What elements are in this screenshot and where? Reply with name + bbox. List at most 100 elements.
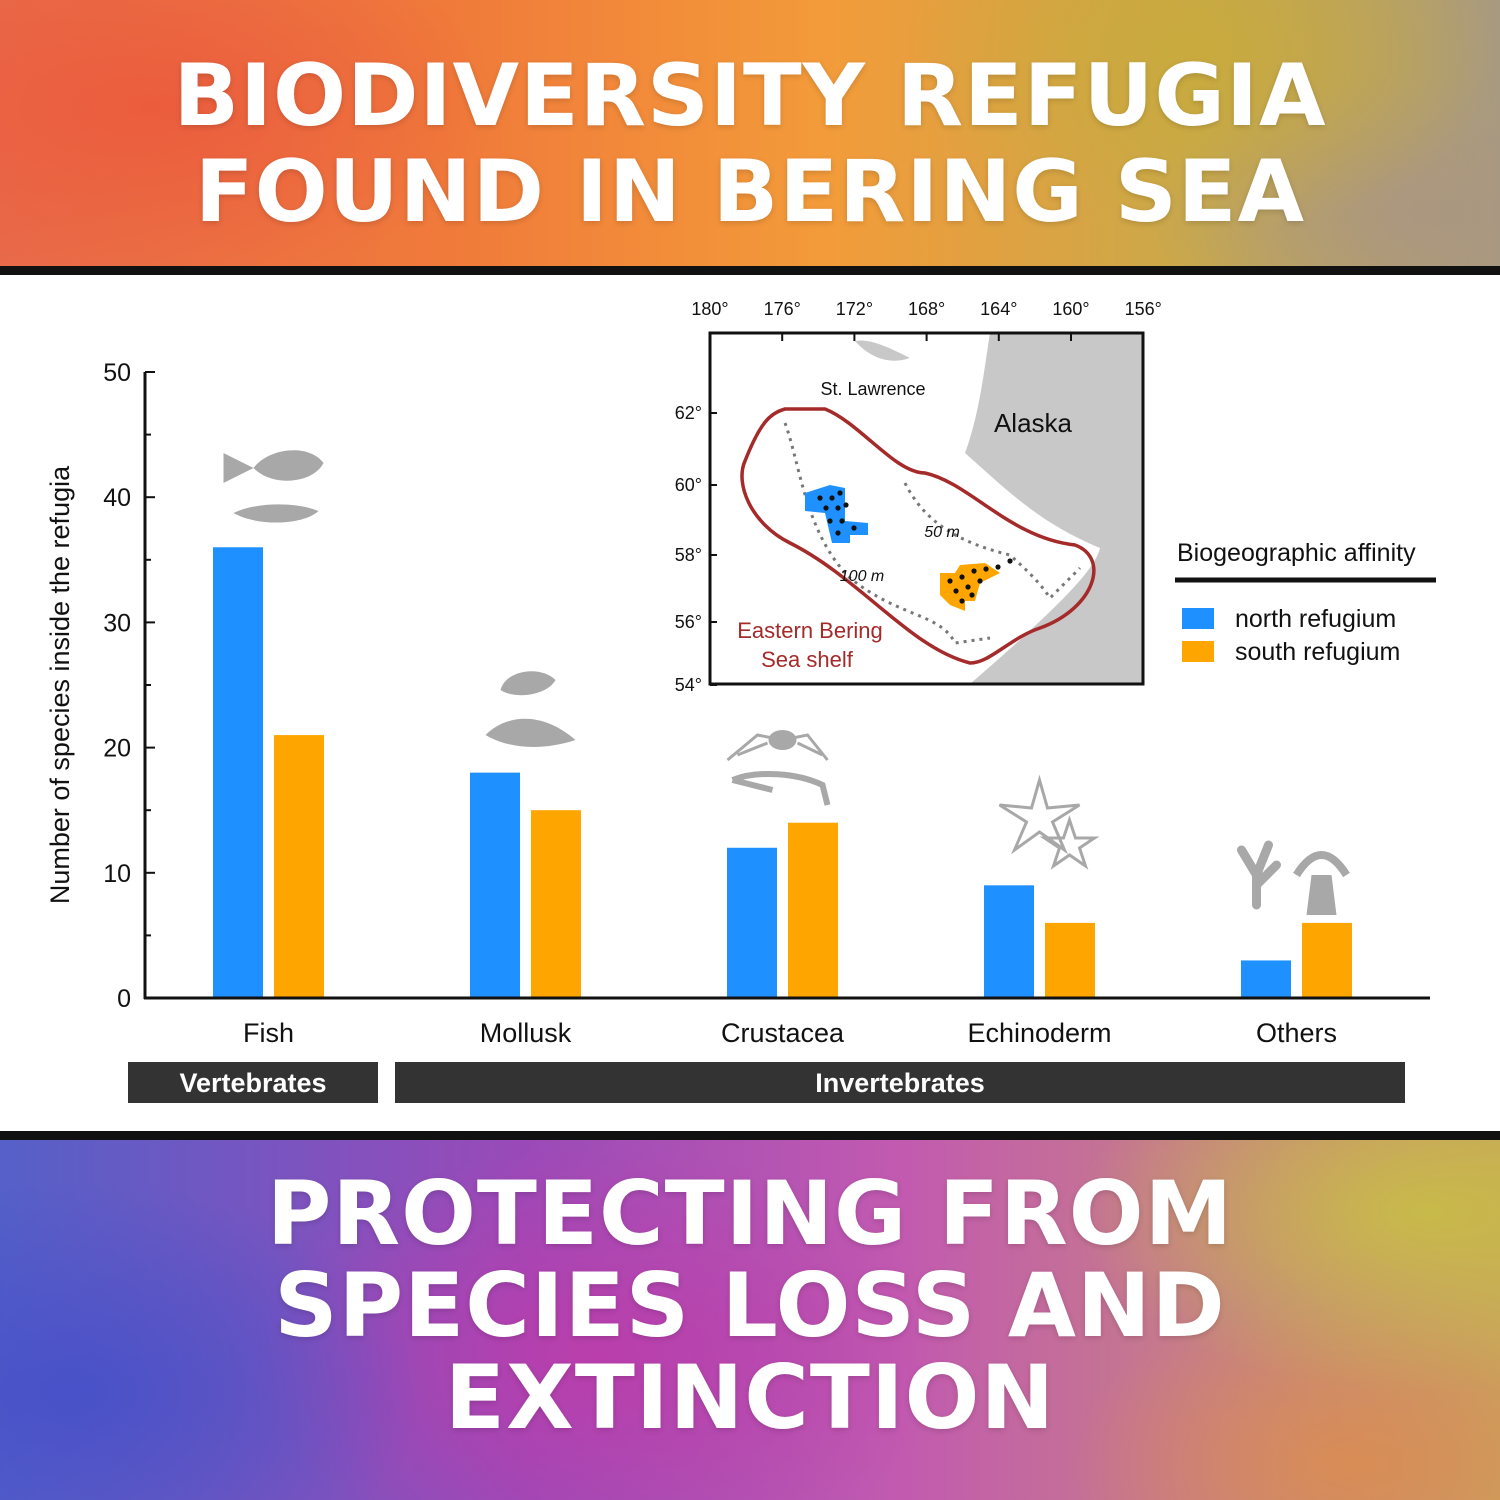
lon-tick-label: 164°: [980, 299, 1017, 319]
bar-echinoderm-south: [1045, 922, 1095, 998]
isobath-50m: [903, 482, 1082, 601]
bottom-headline-line-3: EXTINCTION: [444, 1346, 1056, 1449]
map-label-shelf-2: Sea shelf: [761, 647, 854, 672]
group-bar-invertebrates: [395, 1062, 1405, 1103]
survey-dot: [829, 495, 835, 501]
bar-echinoderm-north: [984, 885, 1034, 998]
top-headline-line-2: FOUND IN BERING SEA: [194, 142, 1306, 242]
bottom-banner: [0, 1140, 1500, 1500]
crab-icon: [726, 730, 831, 806]
isobath-100m: [783, 422, 991, 645]
starfish-shape: [1039, 815, 1100, 870]
survey-dot: [1007, 558, 1013, 564]
x-tick-label: Mollusk: [480, 1018, 572, 1048]
survey-dot: [965, 584, 971, 590]
survey-dot: [817, 495, 823, 501]
bar-mollusk-north: [470, 772, 520, 998]
bar-others-south: [1302, 922, 1352, 998]
survey-dot: [835, 505, 841, 511]
lon-tick-label: 176°: [764, 299, 801, 319]
anemone-tentacles: [1293, 851, 1350, 878]
group-label: Vertebrates: [179, 1068, 326, 1098]
survey-dot: [953, 588, 959, 594]
top-headline: BIODIVERSITY REFUGIA FOUND IN BERING SEA: [0, 48, 1500, 240]
crab-legs: [726, 733, 829, 762]
starfish-icon: [998, 774, 1100, 870]
legend-title: Biogeographic affinity: [1177, 539, 1416, 567]
survey-dot: [959, 574, 965, 580]
map-label-st-lawrence: St. Lawrence: [820, 379, 925, 399]
bottom-headline-line-2: SPECIES LOSS AND: [274, 1254, 1226, 1357]
survey-dot: [959, 598, 965, 604]
survey-dot: [995, 564, 1001, 570]
legend: Biogeographic affinity north refugium sout…: [1175, 539, 1436, 666]
y-tick-label: 0: [117, 985, 131, 1013]
x-tick-label: Fish: [243, 1018, 294, 1048]
biodiversity-chart: 0 10 20 30 40 50 Number of species inside the …: [45, 299, 1436, 1103]
lon-tick-label: 172°: [836, 299, 873, 319]
survey-dot: [971, 568, 977, 574]
group-bars-layer: Vertebrates Invertebrates: [128, 1062, 1405, 1103]
shell-shape: [485, 718, 576, 747]
lon-tick-label: 180°: [691, 299, 728, 319]
bar-fish-south: [274, 735, 324, 998]
survey-dot: [977, 578, 983, 584]
shell-shape: [500, 671, 556, 696]
y-axis-label: Number of species inside the refugia: [45, 465, 75, 904]
inset-map: 180° 176° 172° 168° 164° 160° 156° 62° 60° 58° 56°…: [675, 299, 1162, 695]
shelf-outline: [740, 407, 1096, 665]
map-label-alaska: Alaska: [994, 408, 1073, 438]
group-bar-vertebrates: [128, 1062, 378, 1103]
anemone-shape: [1306, 875, 1337, 915]
bar-others-north: [1241, 960, 1291, 998]
icons-layer: [223, 450, 1350, 915]
coral-shape: [1237, 840, 1281, 910]
x-tick-label: Echinoderm: [967, 1018, 1111, 1048]
bar-crustacea-north: [727, 847, 777, 998]
survey-dot: [947, 578, 953, 584]
fish-shape: [223, 450, 324, 483]
lon-tick-label: 168°: [908, 299, 945, 319]
bar-mollusk-south: [531, 810, 581, 998]
group-label: Invertebrates: [815, 1068, 985, 1098]
top-divider: [0, 266, 1500, 275]
survey-dot: [851, 525, 857, 531]
bottom-headline: PROTECTING FROM SPECIES LOSS AND EXTINCT…: [0, 1168, 1500, 1444]
shell-icon: [485, 671, 576, 747]
bottom-headline-line-1: PROTECTING FROM: [266, 1162, 1234, 1265]
top-banner: [0, 0, 1500, 266]
bar-crustacea-south: [788, 822, 838, 998]
fish-shape: [233, 504, 319, 523]
lat-tick-label: 54°: [675, 675, 702, 695]
x-tick-label: Others: [1256, 1018, 1337, 1048]
y-tick-label: 50: [103, 359, 131, 387]
map-label-isobath-50: 50 m: [924, 524, 960, 541]
legend-swatch-north: [1182, 608, 1214, 629]
map-label-shelf-1: Eastern Bering: [737, 618, 883, 643]
survey-dot: [983, 566, 989, 572]
lat-tick-label: 60°: [675, 475, 702, 495]
lon-tick-label: 160°: [1052, 299, 1089, 319]
legend-label: north refugium: [1235, 605, 1396, 633]
alaska-landmass: [965, 333, 1143, 684]
legend-label: south refugium: [1235, 638, 1400, 666]
map-label-isobath-100: 100 m: [840, 568, 884, 585]
survey-dot: [843, 502, 849, 508]
st-lawrence-island: [855, 340, 910, 361]
y-tick-label: 30: [103, 609, 131, 637]
x-tick-label: Crustacea: [721, 1018, 845, 1048]
y-tick-label: 20: [103, 735, 131, 763]
bar-fish-north: [213, 547, 263, 998]
legend-swatch-south: [1182, 641, 1214, 662]
lat-tick-label: 58°: [675, 545, 702, 565]
survey-dot: [835, 530, 841, 536]
fish-icon: [223, 450, 324, 523]
starfish-shape: [998, 774, 1081, 855]
survey-dot: [837, 490, 843, 496]
survey-dot: [823, 505, 829, 511]
shrimp-shape: [731, 770, 831, 806]
bottom-divider: [0, 1131, 1500, 1140]
lat-tick-label: 56°: [675, 612, 702, 632]
y-tick-label: 40: [103, 484, 131, 512]
y-tick-label: 10: [103, 860, 131, 888]
